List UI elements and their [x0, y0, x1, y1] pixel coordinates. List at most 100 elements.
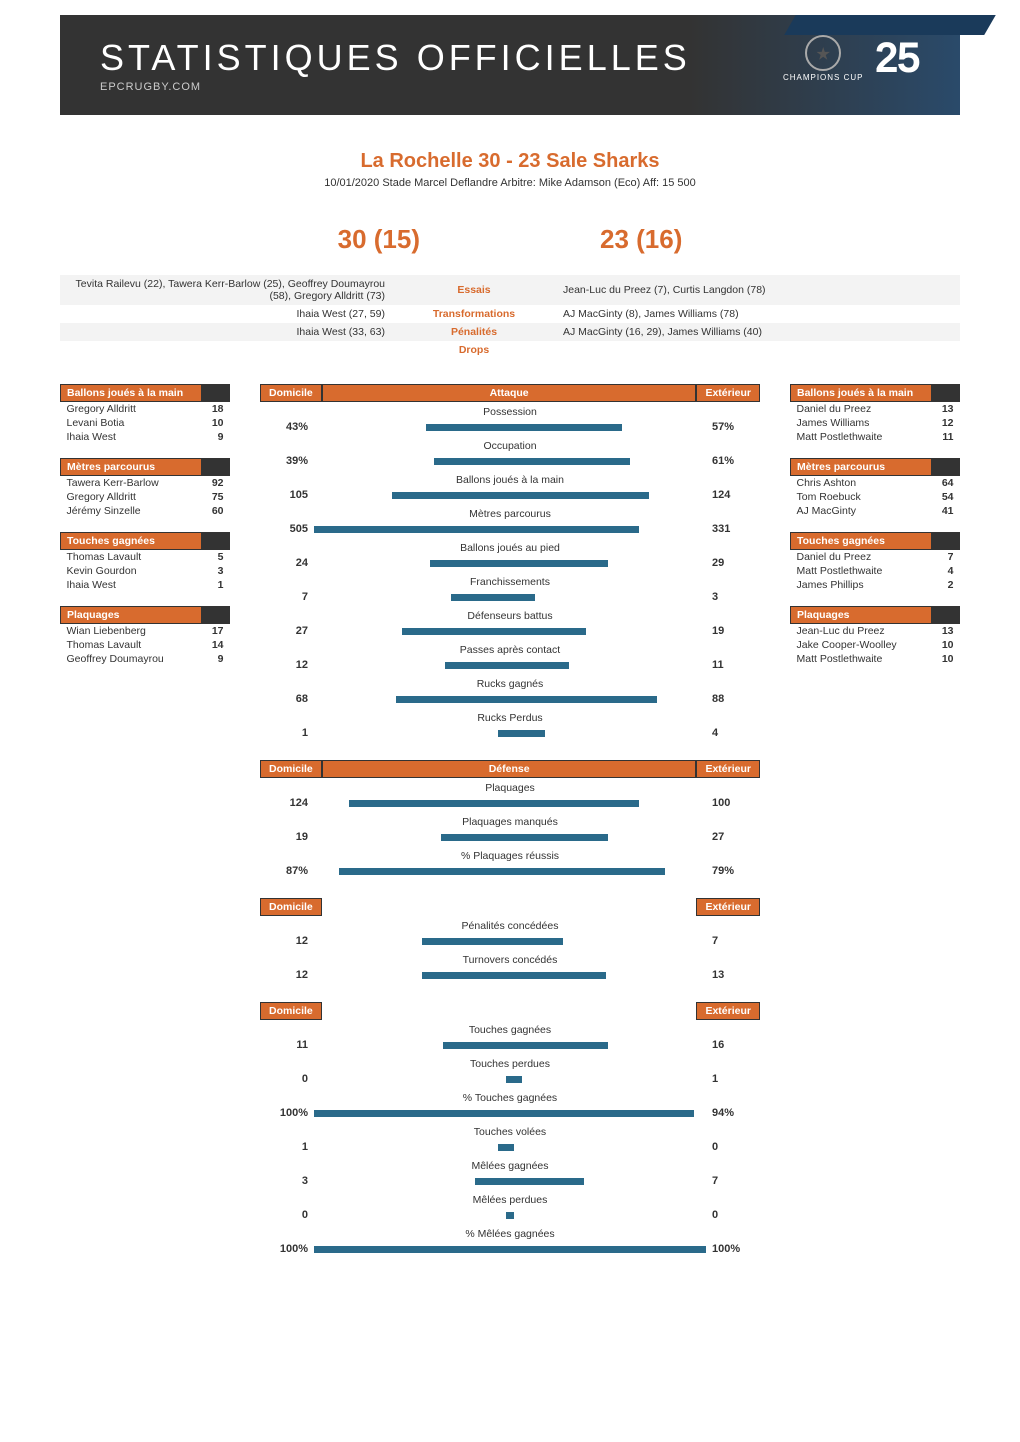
scorers-row: Ihaia West (33, 63)PénalitésAJ MacGinty … [60, 323, 960, 341]
leader-table-corner [202, 385, 230, 402]
leader-table: Mètres parcourusTawera Kerr-Barlow92Greg… [60, 458, 230, 518]
leader-value: 54 [932, 490, 960, 504]
leader-table-title: Ballons joués à la main [61, 385, 202, 402]
stats-section-header: DomicileExtérieur [260, 1002, 760, 1020]
leader-value: 3 [202, 564, 230, 578]
leader-table: Ballons joués à la mainGregory Alldritt1… [60, 384, 230, 444]
leader-table-corner [932, 459, 960, 476]
stat-row: Touches volées10 [260, 1126, 760, 1156]
scorers-label: Transformations [393, 305, 555, 323]
label-domicile: Domicile [260, 1002, 322, 1020]
leader-name: Ihaia West [61, 430, 202, 444]
leader-table-corner [932, 385, 960, 402]
stat-label: Touches volées [260, 1126, 760, 1138]
stat-value-home: 11 [260, 1039, 314, 1051]
leader-row: AJ MacGinty41 [791, 504, 960, 518]
leader-table-corner [932, 607, 960, 624]
leader-row: Thomas Lavault14 [61, 638, 230, 652]
leader-name: Levani Botia [61, 416, 202, 430]
stat-row: Passes après contact1211 [260, 644, 760, 674]
stat-value-home: 3 [260, 1175, 314, 1187]
stat-label: Turnovers concédés [260, 954, 760, 966]
leader-name: James Williams [791, 416, 932, 430]
stat-row: % Plaquages réussis87%79% [260, 850, 760, 880]
stat-value-away: 7 [706, 1175, 760, 1187]
stat-value-away: 19 [706, 625, 760, 637]
leader-value: 7 [932, 550, 960, 565]
stat-value-away: 100 [706, 797, 760, 809]
leader-value: 41 [932, 504, 960, 518]
stat-value-away: 124 [706, 489, 760, 501]
leader-table-corner [202, 459, 230, 476]
leader-value: 14 [202, 638, 230, 652]
stat-bar-home [314, 1144, 510, 1151]
scorers-home: Ihaia West (33, 63) [60, 323, 393, 341]
leader-name: Jake Cooper-Woolley [791, 638, 932, 652]
stat-row: Possession43%57% [260, 406, 760, 436]
stat-row: Occupation39%61% [260, 440, 760, 470]
cup-icon [805, 35, 841, 71]
leader-value: 10 [202, 416, 230, 430]
leader-value: 2 [932, 578, 960, 592]
leader-table-title: Plaquages [791, 607, 932, 624]
label-domicile: Domicile [260, 384, 322, 402]
leader-row: James Williams12 [791, 416, 960, 430]
stat-value-away: 1 [706, 1073, 760, 1085]
leader-row: Matt Postlethwaite4 [791, 564, 960, 578]
stat-value-home: 27 [260, 625, 314, 637]
stat-value-away: 94% [706, 1107, 760, 1119]
leader-value: 10 [932, 638, 960, 652]
leader-table: Touches gagnéesDaniel du Preez7Matt Post… [790, 532, 960, 592]
stat-bar-home [314, 696, 510, 703]
stat-value-home: 12 [260, 659, 314, 671]
scorers-row: Drops [60, 341, 960, 359]
stat-row: Pénalités concédées127 [260, 920, 760, 950]
label-domicile: Domicile [260, 760, 322, 778]
leader-name: Matt Postlethwaite [791, 430, 932, 444]
stat-bar-away [510, 972, 706, 979]
leader-row: Geoffrey Doumayrou9 [61, 652, 230, 666]
scorers-away [555, 341, 960, 359]
stat-label: Mètres parcourus [260, 508, 760, 520]
stat-value-home: 12 [260, 969, 314, 981]
stat-value-home: 124 [260, 797, 314, 809]
stat-bar-home [314, 972, 510, 979]
stat-row: Ballons joués au pied2429 [260, 542, 760, 572]
scorers-label: Essais [393, 275, 555, 305]
stat-label: Pénalités concédées [260, 920, 760, 932]
leader-row: Levani Botia10 [61, 416, 230, 430]
stat-value-away: 100% [706, 1243, 760, 1255]
scorers-label: Pénalités [393, 323, 555, 341]
leader-name: Tawera Kerr-Barlow [61, 476, 202, 491]
stat-label: Plaquages [260, 782, 760, 794]
stat-bar-home [314, 662, 510, 669]
stat-value-home: 87% [260, 865, 314, 877]
stat-bar-home [314, 1042, 510, 1049]
leader-value: 9 [202, 652, 230, 666]
stat-row: Mêlées perdues00 [260, 1194, 760, 1224]
leader-name: Thomas Lavault [61, 638, 202, 652]
leader-value: 10 [932, 652, 960, 666]
stat-value-away: 88 [706, 693, 760, 705]
stat-value-home: 43% [260, 421, 314, 433]
stat-bar-away [510, 662, 706, 669]
stat-value-home: 19 [260, 831, 314, 843]
stat-value-home: 1 [260, 727, 314, 739]
stat-bar-away [510, 560, 706, 567]
leader-table-corner [202, 607, 230, 624]
stat-row: Mêlées gagnées37 [260, 1160, 760, 1190]
leader-value: 9 [202, 430, 230, 444]
leader-name: Kevin Gourdon [61, 564, 202, 578]
leader-value: 13 [932, 402, 960, 417]
stat-row: Turnovers concédés1213 [260, 954, 760, 984]
leader-value: 64 [932, 476, 960, 491]
leader-row: Matt Postlethwaite10 [791, 652, 960, 666]
leader-value: 92 [202, 476, 230, 491]
leader-table-title: Plaquages [61, 607, 202, 624]
leader-name: Gregory Alldritt [61, 490, 202, 504]
label-exterieur: Extérieur [696, 898, 760, 916]
stats-section-header: DomicileAttaqueExtérieur [260, 384, 760, 402]
label-section: Attaque [322, 384, 697, 402]
banner-title: STATISTIQUES OFFICIELLES [100, 37, 691, 79]
stat-value-home: 100% [260, 1107, 314, 1119]
